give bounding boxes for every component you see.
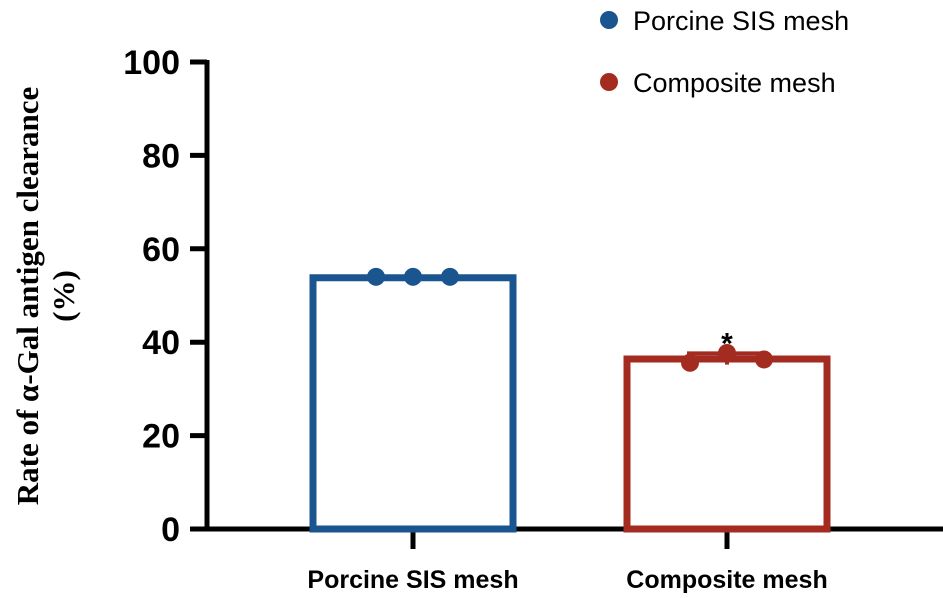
significance-marker: * (721, 327, 733, 360)
y-tick-label-80: 80 (142, 137, 180, 175)
x-tick-label-composite-mesh: Composite mesh (626, 566, 827, 594)
data-point-composite-mesh-1 (681, 353, 699, 372)
annotations: * (721, 327, 733, 360)
y-tick-label-60: 60 (142, 231, 180, 269)
legend-label-composite-mesh: Composite mesh (633, 68, 836, 98)
y-tick-label-20: 20 (142, 418, 180, 456)
y-axis-label-line1: Rate of α-Gal antigen clearance (10, 87, 45, 505)
legend-marker-composite-mesh (600, 73, 618, 91)
bar-composite-mesh (623, 355, 831, 533)
legend-label-porcine-sis-mesh: Porcine SIS mesh (633, 6, 849, 36)
data-point-composite-mesh-3 (755, 350, 773, 369)
x-axis-ticks: Porcine SIS mesh Composite mesh (307, 529, 828, 594)
y-tick-label-100: 100 (123, 44, 180, 82)
y-tick-label-40: 40 (142, 324, 180, 362)
x-tick-label-porcine-sis-mesh: Porcine SIS mesh (307, 566, 518, 594)
y-axis-label: Rate of α-Gal antigen clearance (%) (10, 87, 81, 505)
y-axis-label-line2: (%) (46, 270, 81, 322)
bars (309, 267, 831, 533)
data-point-porcine-sis-mesh-3 (441, 267, 459, 286)
legend: Porcine SIS mesh Composite mesh (600, 6, 849, 98)
data-point-porcine-sis-mesh-2 (404, 267, 422, 286)
legend-marker-porcine-sis-mesh (600, 11, 618, 29)
data-point-composite-mesh-2 (718, 343, 736, 362)
y-tick-label-0: 0 (161, 511, 180, 549)
bar-porcine-sis-mesh (309, 274, 517, 533)
data-point-porcine-sis-mesh-1 (367, 267, 385, 286)
y-axis-ticks: 0 20 40 60 80 100 (123, 44, 207, 549)
